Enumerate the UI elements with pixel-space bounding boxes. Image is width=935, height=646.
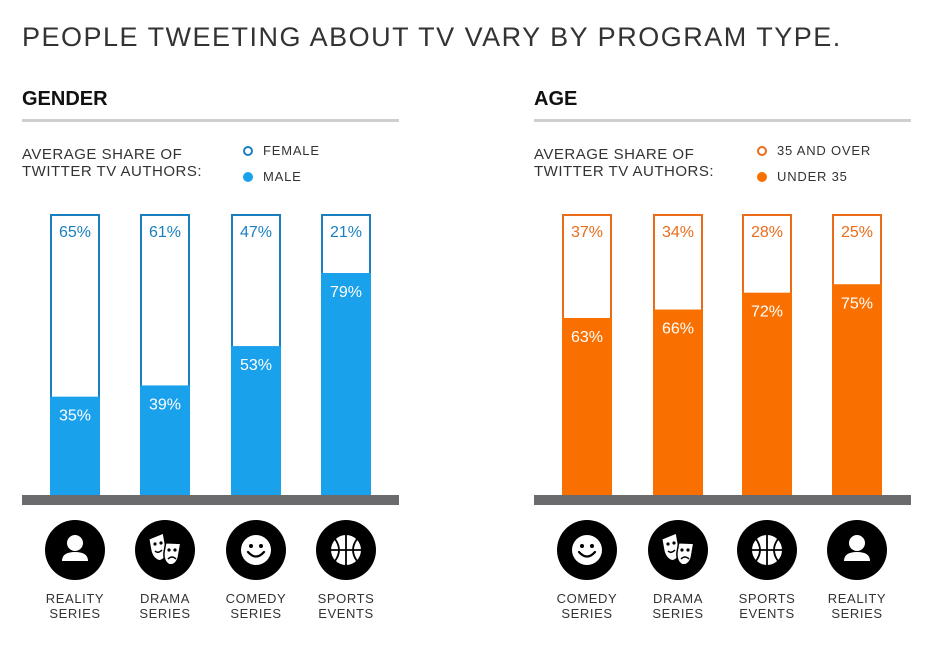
age-legend-under35: UNDER 35: [757, 169, 848, 184]
age-legend-over35-label: 35 AND OVER: [777, 143, 872, 158]
basketball-icon: [316, 520, 376, 580]
age-legend-text-line2: TWITTER TV AUTHORS:: [534, 163, 715, 180]
page-title: PEOPLE TWEETING ABOUT TV VARY BY PROGRAM…: [22, 22, 842, 52]
age-legend-under35-label: UNDER 35: [777, 169, 848, 184]
gender-legend-female: FEMALE: [243, 143, 320, 158]
gender-top-value-label: 65%: [59, 224, 91, 241]
gender-divider: [22, 119, 399, 122]
gender-legend-text: AVERAGE SHARE OF TWITTER TV AUTHORS:: [22, 146, 202, 180]
gender-top-value-label: 47%: [240, 224, 272, 241]
drama-masks-icon: [135, 520, 195, 580]
age-top-value-label: 28%: [751, 224, 783, 241]
gender-category-label: SPORTS EVENTS: [317, 591, 375, 621]
age-bar-fill: [653, 309, 703, 495]
smiley-icon: [226, 520, 286, 580]
female-swatch: [243, 145, 253, 156]
gender-bar-fill: [231, 346, 281, 495]
age-divider: [534, 119, 911, 122]
gender-chart: 65% 35% 61% 39% 47% 53% 21% 79%: [22, 214, 399, 505]
gender-top-value-label: 61%: [149, 224, 181, 241]
age-fill-value-label: 66%: [662, 321, 694, 338]
person-icon: [827, 520, 887, 580]
over35-swatch: [757, 145, 767, 156]
gender-fill-value-label: 79%: [330, 284, 362, 301]
gender-heading: GENDER: [22, 88, 108, 110]
male-swatch: [243, 171, 253, 182]
age-category-label: COMEDY SERIES: [556, 591, 618, 621]
age-category-label: DRAMA SERIES: [652, 591, 704, 621]
gender-category-label: DRAMA SERIES: [139, 591, 191, 621]
gender-legend-text-line1: AVERAGE SHARE OF: [22, 146, 183, 163]
person-icon: [45, 520, 105, 580]
drama-masks-icon: [648, 520, 708, 580]
gender-legend-female-label: FEMALE: [263, 143, 320, 158]
age-top-value-label: 25%: [841, 224, 873, 241]
gender-fill-value-label: 39%: [149, 396, 181, 413]
age-legend-text: AVERAGE SHARE OF TWITTER TV AUTHORS:: [534, 146, 714, 180]
gender-fill-value-label: 35%: [59, 408, 91, 425]
gender-bar-fill: [321, 273, 371, 495]
gender-category-label: COMEDY SERIES: [225, 591, 287, 621]
age-chart: 37% 63% 34% 66% 28% 72% 25% 75%: [534, 214, 911, 505]
age-fill-value-label: 63%: [571, 329, 603, 346]
age-top-value-label: 34%: [662, 224, 694, 241]
age-bar-fill: [742, 292, 792, 495]
gender-legend-text-line2: TWITTER TV AUTHORS:: [22, 163, 203, 180]
age-heading: AGE: [534, 88, 578, 110]
age-bar-fill: [832, 284, 882, 495]
age-top-value-label: 37%: [571, 224, 603, 241]
gender-top-value-label: 21%: [330, 224, 362, 241]
basketball-icon: [737, 520, 797, 580]
gender-bar-fill: [50, 396, 100, 495]
age-fill-value-label: 72%: [751, 304, 783, 321]
smiley-icon: [557, 520, 617, 580]
gender-fill-value-label: 53%: [240, 357, 272, 374]
age-bar-fill: [562, 317, 612, 495]
under35-swatch: [757, 171, 767, 182]
age-legend-text-line1: AVERAGE SHARE OF: [534, 146, 695, 163]
age-category-label: SPORTS EVENTS: [738, 591, 796, 621]
age-category-label: REALITY SERIES: [827, 591, 887, 621]
gender-legend-male-label: MALE: [263, 169, 302, 184]
gender-bar-fill: [140, 385, 190, 495]
gender-category-label: REALITY SERIES: [45, 591, 105, 621]
age-baseline: [534, 495, 911, 505]
gender-baseline: [22, 495, 399, 505]
age-fill-value-label: 75%: [841, 295, 873, 312]
gender-legend-male: MALE: [243, 169, 302, 184]
age-legend-over35: 35 AND OVER: [757, 143, 871, 158]
